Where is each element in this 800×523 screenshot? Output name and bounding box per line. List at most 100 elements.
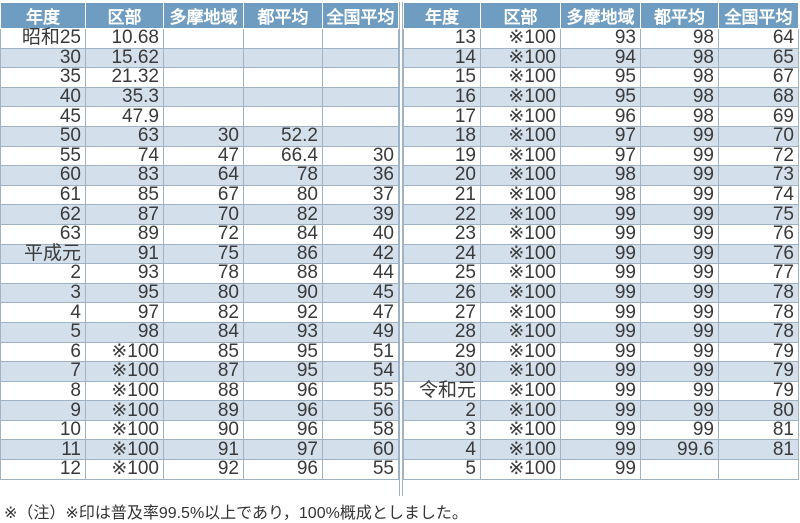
cell-tama: 84 <box>163 322 244 343</box>
cell-national-avg: 30 <box>322 146 399 167</box>
cell-tama: 30 <box>163 126 244 147</box>
cell-year: 14 <box>403 48 481 69</box>
cell-tama <box>163 87 244 108</box>
cell-tokyo-avg: 86 <box>243 244 323 265</box>
cell-ward: ※100 <box>480 68 561 88</box>
cell-ward: ※100 <box>85 381 164 402</box>
cell-tokyo-avg: 96 <box>243 460 323 480</box>
cell-tokyo-avg <box>243 48 323 69</box>
cell-tama: 89 <box>163 401 244 421</box>
cell-year: 40 <box>0 87 86 108</box>
cell-ward: ※100 <box>480 185 561 206</box>
cell-ward: ※100 <box>480 342 561 363</box>
cell-national-avg: 60 <box>322 440 399 461</box>
cell-national-avg: 81 <box>718 420 799 441</box>
cell-year: 28 <box>403 322 481 343</box>
table-row: 15 ※100 95 98 67 <box>403 68 799 88</box>
cell-year: 60 <box>0 166 86 186</box>
cell-ward: ※100 <box>480 362 561 382</box>
cell-tokyo-avg: 99 <box>640 166 719 186</box>
cell-ward: ※100 <box>480 264 561 284</box>
cell-tama: 99 <box>560 420 641 441</box>
cell-tokyo-avg: 99 <box>640 381 719 402</box>
table-row: 12 ※100 92 96 55 <box>0 460 399 480</box>
cell-national-avg: 55 <box>322 381 399 402</box>
table-row: 16 ※100 95 98 68 <box>403 87 799 108</box>
cell-year: 35 <box>0 68 86 88</box>
cell-tokyo-avg: 99 <box>640 420 719 441</box>
cell-ward: 10.68 <box>85 28 164 49</box>
cell-national-avg: 45 <box>322 283 399 304</box>
cell-year: 19 <box>403 146 481 167</box>
cell-national-avg: 81 <box>718 440 799 461</box>
table-row: 14 ※100 94 98 65 <box>403 48 799 69</box>
cell-tama: 98 <box>560 166 641 186</box>
cell-national-avg: 64 <box>718 28 799 49</box>
cell-tama: 99 <box>560 264 641 284</box>
cell-tokyo-avg <box>243 28 323 49</box>
cell-ward: ※100 <box>480 440 561 461</box>
header-year: 年度 <box>0 2 86 29</box>
table-row: 35 21.32 <box>0 68 399 88</box>
cell-national-avg: 51 <box>322 342 399 363</box>
table-row: 5 ※100 99 <box>403 459 799 480</box>
cell-tama: 99 <box>560 322 641 343</box>
cell-national-avg <box>322 48 399 69</box>
cell-national-avg: 76 <box>718 244 799 265</box>
cell-ward: 91 <box>85 244 164 265</box>
cell-national-avg: 40 <box>322 224 399 245</box>
cell-national-avg: 47 <box>322 303 399 323</box>
cell-tokyo-avg: 95 <box>243 342 323 363</box>
cell-year: 7 <box>0 362 86 382</box>
cell-tokyo-avg: 99 <box>640 224 719 245</box>
cell-ward: ※100 <box>480 28 561 49</box>
cell-national-avg <box>322 126 399 147</box>
cell-national-avg: 79 <box>718 342 799 363</box>
cell-tama: 80 <box>163 283 244 304</box>
cell-ward: ※100 <box>480 283 561 304</box>
cell-year: 16 <box>403 87 481 108</box>
cell-tokyo-avg: 98 <box>640 28 719 49</box>
cell-tokyo-avg <box>640 459 719 480</box>
cell-national-avg: 72 <box>718 146 799 167</box>
table-row: 2 93 78 88 44 <box>0 264 399 284</box>
header-row: 年度 区部 多摩地域 都平均 全国平均 <box>403 2 799 29</box>
cell-year: 22 <box>403 205 481 225</box>
cell-tokyo-avg: 99 <box>640 303 719 323</box>
table-row: 30 ※100 99 99 79 <box>403 362 799 382</box>
cell-tokyo-avg: 99 <box>640 185 719 206</box>
cell-year: 18 <box>403 126 481 147</box>
cell-tama <box>163 106 244 127</box>
cell-national-avg: 49 <box>322 322 399 343</box>
cell-tama: 96 <box>560 107 641 127</box>
table-row: 25 ※100 99 99 77 <box>403 264 799 284</box>
cell-national-avg: 42 <box>322 244 399 265</box>
cell-national-avg: 73 <box>718 166 799 186</box>
table-row: 40 35.3 <box>0 87 399 108</box>
cell-year: 6 <box>0 342 86 363</box>
cell-year: 4 <box>403 440 481 461</box>
cell-year: 20 <box>403 166 481 186</box>
cell-tokyo-avg: 78 <box>243 166 323 186</box>
cell-ward: 93 <box>85 264 164 284</box>
cell-ward: 21.32 <box>85 68 164 88</box>
cell-ward: 95 <box>85 283 164 304</box>
cell-national-avg: 36 <box>322 166 399 186</box>
table-row: 28 ※100 99 99 78 <box>403 322 799 343</box>
cell-national-avg: 65 <box>718 48 799 69</box>
table-row: 13 ※100 93 98 64 <box>403 28 799 49</box>
cell-year: 4 <box>0 303 86 323</box>
table-row: 62 87 70 82 39 <box>0 205 399 225</box>
cell-ward: 89 <box>85 224 164 245</box>
cell-ward: ※100 <box>480 460 561 480</box>
cell-ward: ※100 <box>85 342 164 363</box>
table-row: 30 15.62 <box>0 48 399 69</box>
cell-year: 8 <box>0 381 86 402</box>
table-row: 61 85 67 80 37 <box>0 185 399 206</box>
cell-ward: 74 <box>85 146 164 167</box>
table-row: 50 63 30 52.2 <box>0 126 399 147</box>
cell-national-avg: 79 <box>718 381 799 402</box>
cell-ward: ※100 <box>480 87 561 108</box>
cell-ward: ※100 <box>480 303 561 323</box>
header-national-avg: 全国平均 <box>718 2 799 29</box>
